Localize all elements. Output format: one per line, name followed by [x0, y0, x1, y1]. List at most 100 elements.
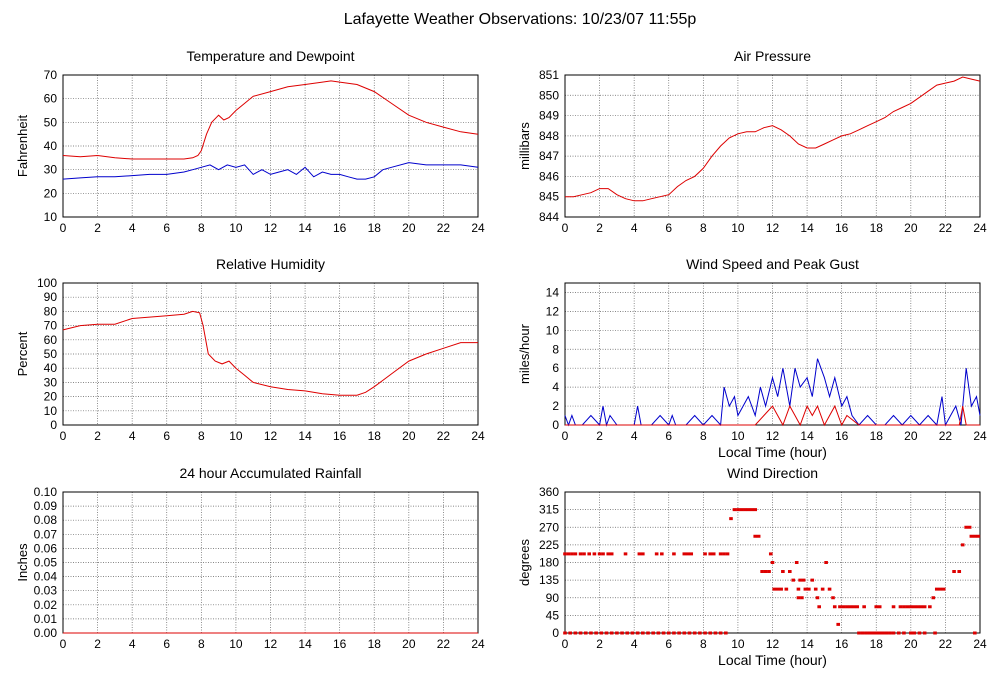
x-tick-label: 10 — [731, 637, 745, 651]
x-tick-label: 8 — [198, 637, 205, 651]
data-point — [732, 508, 737, 512]
x-tick-label: 24 — [471, 221, 485, 235]
y-axis-label: Fahrenheit — [15, 115, 30, 178]
data-point — [583, 631, 588, 635]
x-tick-label: 16 — [835, 429, 849, 443]
x-tick-label: 24 — [471, 429, 485, 443]
y-tick-label: 70 — [44, 68, 58, 82]
x-tick-label: 22 — [939, 637, 953, 651]
data-point — [933, 631, 937, 635]
x-tick-label: 12 — [766, 429, 780, 443]
data-point — [641, 552, 645, 556]
x-tick-label: 8 — [700, 637, 707, 651]
data-point — [682, 631, 687, 635]
x-tick-label: 8 — [198, 429, 205, 443]
data-point — [685, 552, 690, 556]
x-tick-label: 4 — [631, 637, 638, 651]
y-tick-label: 50 — [44, 115, 58, 129]
x-tick-label: 8 — [700, 429, 707, 443]
data-point — [637, 552, 642, 556]
data-point — [566, 552, 571, 556]
data-point — [905, 605, 910, 609]
data-point — [831, 596, 835, 600]
chart-title: 24 hour Accumulated Rainfall — [179, 465, 361, 481]
data-point — [672, 552, 676, 556]
data-point — [775, 587, 780, 591]
data-point — [708, 552, 713, 556]
x-tick-label: 12 — [766, 221, 780, 235]
y-tick-label: 60 — [44, 333, 58, 347]
x-tick-label: 6 — [665, 429, 672, 443]
data-point — [729, 517, 733, 521]
x-tick-label: 4 — [129, 429, 136, 443]
y-axis-label: degrees — [517, 539, 532, 586]
y-tick-label: 0.04 — [34, 570, 58, 584]
data-point — [597, 552, 602, 556]
data-point — [803, 587, 808, 591]
y-tick-label: 844 — [539, 210, 559, 224]
data-point — [703, 552, 707, 556]
x-tick-label: 6 — [665, 637, 672, 651]
data-point — [722, 552, 726, 556]
data-point — [609, 631, 614, 635]
y-tick-label: 848 — [539, 129, 559, 143]
data-point — [770, 561, 775, 564]
x-tick-label: 14 — [298, 221, 312, 235]
data-point — [888, 631, 892, 635]
x-tick-label: 0 — [562, 221, 569, 235]
chart-title: Wind Direction — [727, 465, 818, 481]
data-point — [791, 578, 796, 582]
data-point — [660, 552, 664, 556]
data-point — [606, 552, 611, 556]
data-point — [573, 631, 578, 635]
y-axis-label: Percent — [15, 331, 30, 376]
data-point — [749, 508, 754, 512]
y-tick-label: 360 — [539, 485, 559, 499]
x-axis-label: Local Time (hour) — [718, 444, 827, 460]
y-tick-label: 0.05 — [34, 556, 58, 570]
data-point — [563, 631, 567, 635]
data-point — [824, 561, 828, 564]
y-tick-label: 70 — [44, 319, 58, 333]
data-point — [625, 631, 630, 635]
data-point — [623, 552, 628, 556]
data-point — [615, 631, 619, 635]
x-tick-label: 2 — [596, 429, 603, 443]
y-tick-label: 850 — [539, 88, 559, 102]
data-point — [941, 587, 946, 591]
data-point — [957, 570, 962, 574]
data-point — [969, 534, 974, 538]
x-tick-label: 22 — [437, 637, 451, 651]
x-tick-label: 14 — [800, 637, 814, 651]
x-tick-label: 6 — [665, 221, 672, 235]
x-tick-label: 10 — [229, 429, 243, 443]
data-point — [630, 631, 635, 635]
data-point — [898, 605, 903, 609]
data-point — [867, 631, 872, 635]
y-tick-label: 30 — [44, 163, 58, 177]
data-point — [787, 570, 792, 574]
y-tick-label: 0.07 — [34, 527, 58, 541]
data-point — [838, 605, 842, 609]
y-tick-label: 45 — [546, 608, 560, 622]
series-line-1 — [62, 162, 479, 180]
x-tick-label: 18 — [368, 637, 382, 651]
data-point — [934, 587, 939, 591]
x-tick-label: 14 — [800, 429, 814, 443]
x-tick-label: 18 — [870, 221, 884, 235]
data-point — [800, 596, 804, 600]
x-tick-label: 20 — [904, 637, 918, 651]
y-tick-label: 0.08 — [34, 513, 58, 527]
data-point — [756, 534, 761, 538]
x-tick-label: 20 — [402, 637, 416, 651]
plot-frame — [564, 491, 981, 634]
chart-title: Air Pressure — [734, 48, 811, 64]
data-point — [698, 631, 702, 635]
data-point — [779, 587, 783, 591]
y-tick-label: 40 — [44, 139, 58, 153]
x-tick-label: 22 — [437, 221, 451, 235]
data-point — [864, 631, 868, 635]
y-tick-label: 0.01 — [34, 612, 58, 626]
data-point — [661, 631, 666, 635]
data-point — [711, 552, 716, 556]
